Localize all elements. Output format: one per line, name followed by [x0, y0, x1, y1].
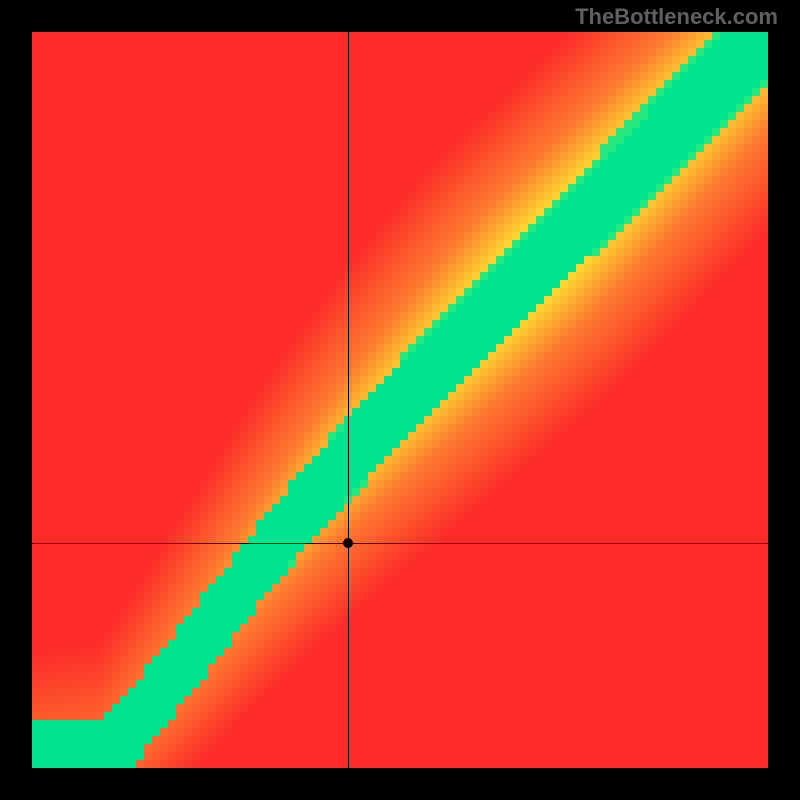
chart-container: TheBottleneck.com — [0, 0, 800, 800]
watermark-text: TheBottleneck.com — [575, 4, 778, 30]
crosshair-vertical — [348, 32, 349, 768]
heatmap-canvas — [32, 32, 768, 768]
crosshair-marker — [343, 538, 353, 548]
crosshair-horizontal — [32, 543, 768, 544]
plot-area — [32, 32, 768, 768]
